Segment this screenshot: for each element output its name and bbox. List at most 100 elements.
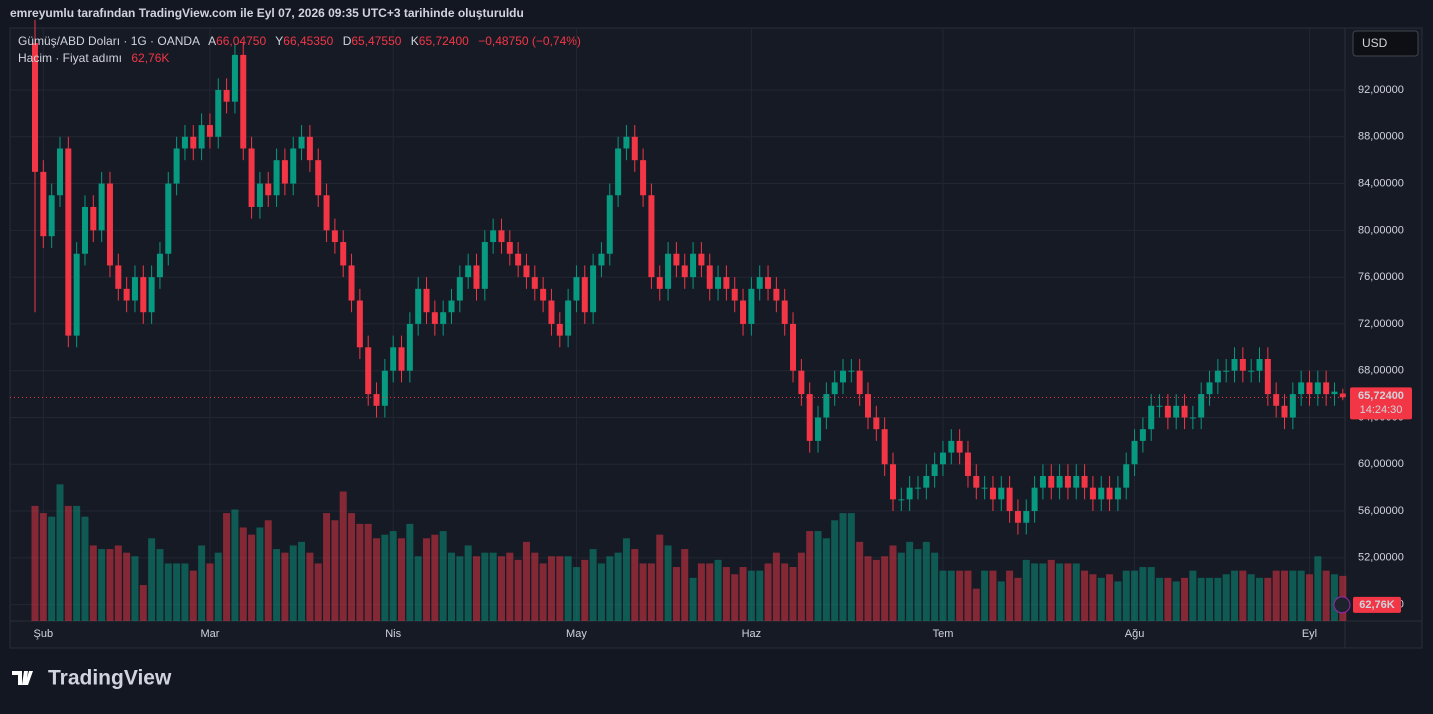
candle-body [531, 277, 538, 289]
candle-body [448, 300, 455, 313]
volume-bar [1272, 570, 1280, 621]
x-tick-label: Tem [933, 628, 954, 640]
overlay: 65,72400 14:24:30 62,76K [10, 387, 1412, 614]
currency-button[interactable] [1352, 30, 1419, 57]
candle-body [98, 183, 105, 231]
volume-bar [1047, 559, 1055, 621]
volume-bar [781, 563, 789, 621]
candle-body [431, 312, 438, 324]
volume-bar [406, 523, 414, 621]
volume-bar [98, 549, 106, 621]
volume-bar [572, 567, 580, 621]
volume-bar [298, 541, 306, 621]
h-label: Y [275, 34, 283, 48]
candle-body [831, 382, 838, 395]
o-value: 66,04750 [216, 34, 266, 48]
candle-body [623, 136, 630, 149]
candle-body [1289, 394, 1296, 418]
volume-bar [148, 538, 156, 621]
last-price-label: 65,72400 [1358, 390, 1404, 402]
volume-bar [414, 556, 422, 621]
candle-body [556, 323, 563, 336]
candle-body [1281, 405, 1288, 418]
volume-bar [672, 567, 680, 621]
volume-bar [639, 563, 647, 621]
volume-bar [564, 556, 572, 621]
c-value: 65,72400 [419, 34, 469, 48]
candle-body [1223, 370, 1230, 372]
volume-bar [189, 570, 197, 621]
volume-bar [756, 570, 764, 621]
candle-body [1064, 475, 1071, 488]
candle-body [32, 43, 38, 172]
candle-body [365, 347, 372, 395]
volume-bar [1297, 570, 1305, 621]
volume-bar [939, 570, 947, 621]
volume-bar [281, 552, 289, 621]
y-tick-label: 60,00000 [1358, 458, 1404, 470]
volume-bar [997, 581, 1005, 621]
candle-body [406, 323, 413, 371]
candle-body [648, 195, 655, 278]
volume-bar [931, 552, 939, 621]
candle-body [914, 487, 921, 489]
candle-body [1331, 391, 1338, 395]
candle-body [1164, 405, 1171, 418]
candle-body [398, 347, 405, 371]
volume-bar [239, 527, 247, 621]
volume-bar [622, 538, 630, 621]
volume-bar [789, 567, 797, 621]
candle-body [656, 277, 663, 289]
volume-bar [497, 556, 505, 621]
candle-body [1131, 440, 1138, 465]
last-volume-label: 62,76K [1359, 599, 1395, 611]
volume-bar [456, 556, 464, 621]
volume-bar [839, 513, 847, 621]
volume-bar [1305, 574, 1313, 621]
volume-bar [547, 556, 555, 621]
volume-bar [1064, 563, 1072, 621]
candle-body [81, 206, 88, 254]
alert-icon [1333, 596, 1351, 614]
candle-body [356, 300, 363, 348]
candle-body [881, 429, 888, 465]
x-tick-label: Eyl [1302, 628, 1317, 640]
currency-text[interactable]: USD [1362, 36, 1388, 50]
candle-body [848, 370, 855, 372]
candle-body [1264, 359, 1271, 395]
volume-bar [606, 556, 614, 621]
volume-bar [1097, 577, 1105, 621]
volume-bar [256, 527, 264, 621]
legend-line: Gümüş/ABD Doları · 1G · OANDA A66,04750 … [18, 34, 581, 48]
volume-bar [264, 520, 272, 621]
volume-bar [214, 552, 222, 621]
volume-bar [731, 574, 739, 621]
x-tick-label: Nis [385, 628, 401, 640]
volume-bar [223, 513, 231, 621]
volume-bar [614, 552, 622, 621]
volume-bar [206, 563, 214, 621]
candle-body [1014, 511, 1021, 523]
volume-bar [1014, 577, 1022, 621]
volume-bar [339, 491, 347, 621]
x-tick-label: May [566, 628, 587, 640]
candle-body [1031, 487, 1038, 512]
volume-bar [364, 523, 372, 621]
candle-body [765, 277, 772, 289]
candle-body [806, 394, 813, 441]
y-tick-label: 84,00000 [1358, 177, 1404, 189]
volume-bar [81, 516, 89, 621]
volume-bar [556, 556, 564, 621]
candle-body [1231, 359, 1238, 371]
logo-icon [12, 671, 33, 685]
candle-body [873, 417, 880, 430]
candle-body [673, 253, 680, 266]
candle-body [889, 464, 896, 500]
volume-bar [1147, 567, 1155, 621]
candle-body [973, 475, 980, 488]
volume-bar [1172, 581, 1180, 621]
volume-bar [156, 549, 164, 621]
candle-body [56, 148, 63, 196]
volume-bar [439, 531, 447, 621]
